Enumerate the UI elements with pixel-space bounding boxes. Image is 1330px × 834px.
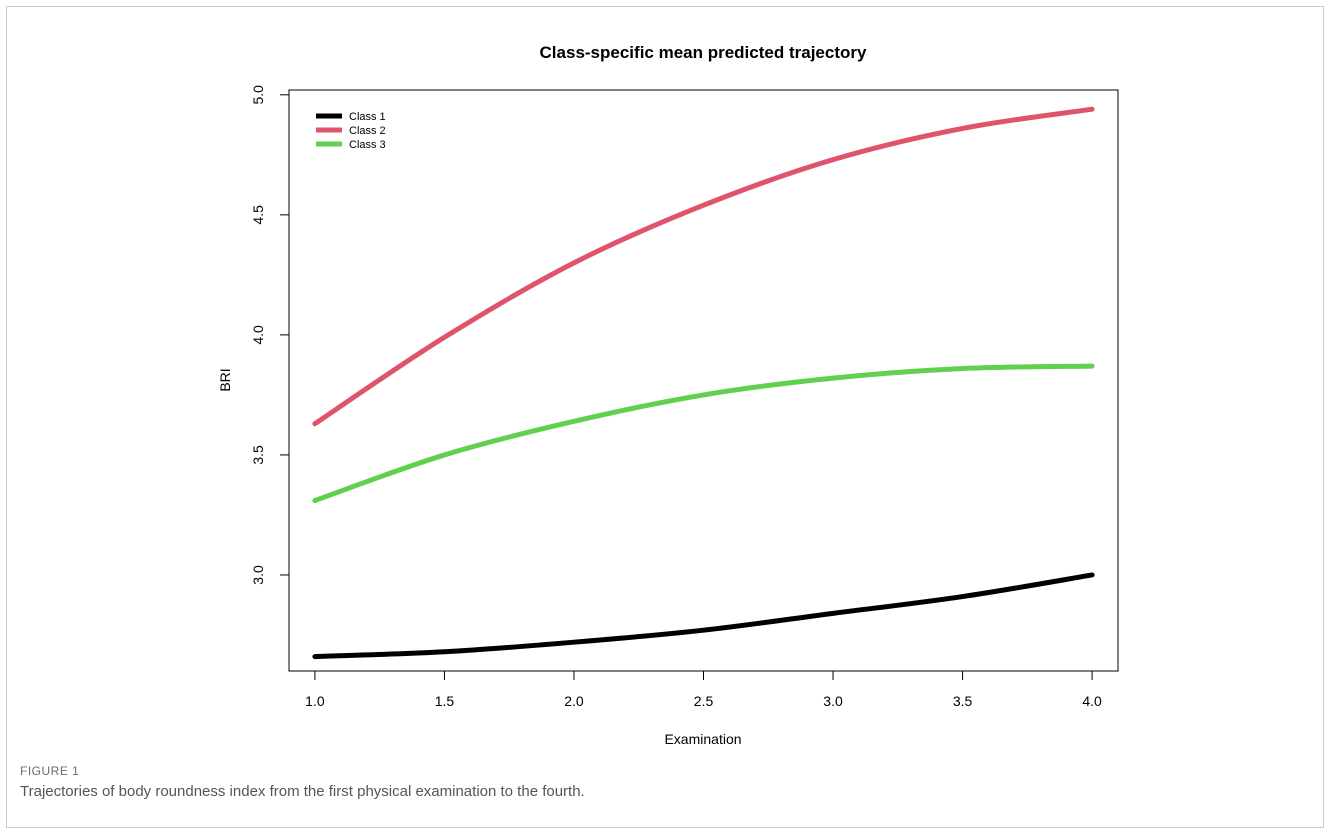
y-tick-label: 4.0 bbox=[250, 325, 266, 345]
x-tick-label: 2.5 bbox=[694, 693, 714, 709]
x-axis-label: Examination bbox=[664, 731, 741, 747]
x-tick-label: 4.0 bbox=[1082, 693, 1102, 709]
series-layer bbox=[312, 106, 1095, 660]
series-line-class-1 bbox=[312, 572, 1095, 660]
x-tick-label: 1.5 bbox=[435, 693, 455, 709]
chart: Class-specific mean predicted trajectory… bbox=[217, 43, 1119, 747]
legend: Class 1 Class 2 Class 3 bbox=[316, 111, 386, 151]
x-tick-label: 3.0 bbox=[823, 693, 843, 709]
x-axis: 1.0 1.5 2.0 2.5 3.0 3.5 4.0 bbox=[305, 670, 1102, 709]
y-tick-label: 3.5 bbox=[250, 445, 266, 465]
plot-box bbox=[288, 89, 1119, 672]
y-tick-label: 5.0 bbox=[250, 85, 266, 105]
y-tick-label: 4.5 bbox=[250, 205, 266, 225]
y-tick-label: 3.0 bbox=[250, 565, 266, 585]
legend-label-class-3: Class 3 bbox=[349, 139, 386, 151]
x-tick-label: 3.5 bbox=[953, 693, 973, 709]
series-line-class-2 bbox=[312, 106, 1095, 427]
chart-title: Class-specific mean predicted trajectory bbox=[540, 43, 867, 62]
figure-label: FIGURE 1 bbox=[20, 764, 80, 778]
x-tick-label: 1.0 bbox=[305, 693, 325, 709]
y-axis: 3.0 3.5 4.0 4.5 5.0 bbox=[250, 85, 290, 585]
figure-frame bbox=[6, 6, 1324, 828]
legend-label-class-2: Class 2 bbox=[349, 125, 386, 137]
legend-label-class-1: Class 1 bbox=[349, 111, 386, 123]
figure-caption: Trajectories of body roundness index fro… bbox=[20, 783, 585, 800]
series-line-class-3 bbox=[312, 363, 1095, 504]
x-tick-label: 2.0 bbox=[564, 693, 584, 709]
y-axis-label: BRI bbox=[217, 368, 233, 391]
